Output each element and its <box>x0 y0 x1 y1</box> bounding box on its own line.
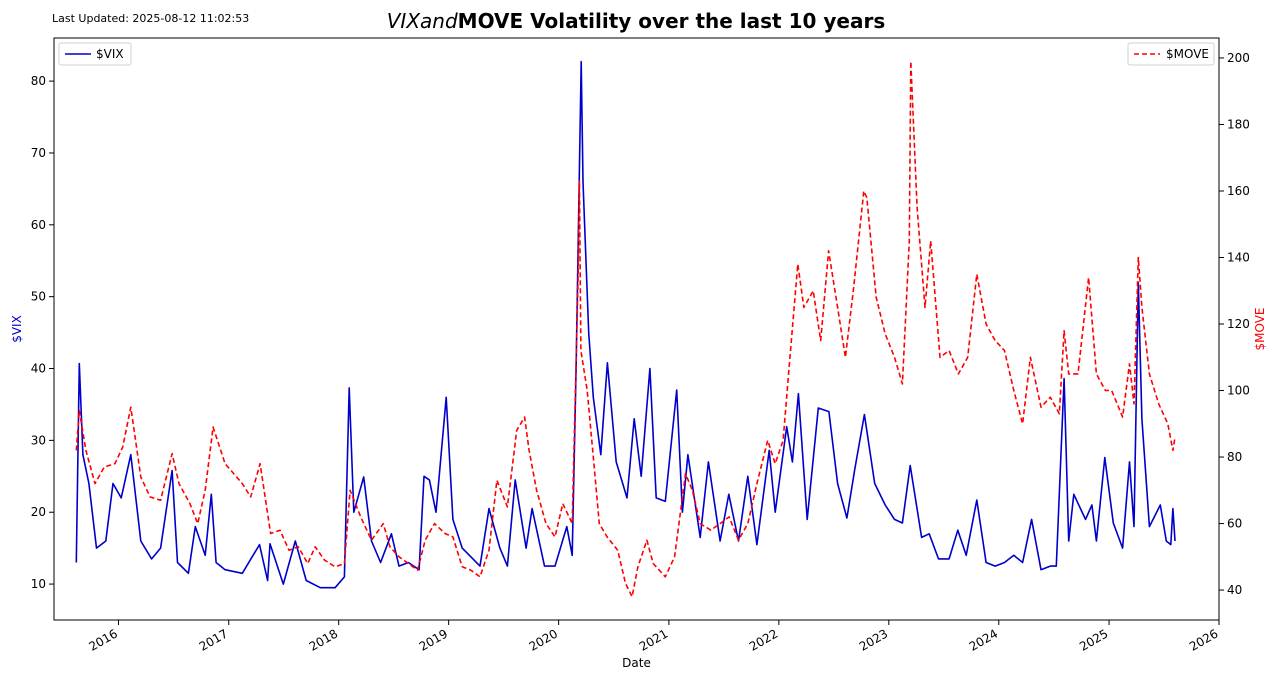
legend-vix: $VIX <box>58 42 132 66</box>
series-line-move <box>75 60 1176 598</box>
legend-move-box <box>1127 42 1215 66</box>
x-tick-label: 2022 <box>747 626 780 653</box>
y-left-tick-label: 50 <box>31 290 46 304</box>
legend-move-label: $MOVE <box>1166 47 1209 61</box>
y-left-tick-label: 70 <box>31 146 46 160</box>
y-right-tick-label: 80 <box>1227 450 1242 464</box>
x-tick-label: 2021 <box>637 626 670 653</box>
chart-title-italic: VIXand <box>386 9 458 33</box>
y-left-tick-label: 40 <box>31 362 46 376</box>
y-right-tick-label: 100 <box>1227 384 1250 398</box>
y-right-tick-label: 120 <box>1227 317 1250 331</box>
y-right-tick-label: 140 <box>1227 250 1250 264</box>
y-right-tick-label: 180 <box>1227 117 1250 131</box>
x-tick-label: 2016 <box>87 626 120 653</box>
y-left-tick-label: 30 <box>31 433 46 447</box>
chart-title-bold: MOVE Volatility over the last 10 years <box>457 9 886 33</box>
last-updated-text: Last Updated: 2025-08-12 11:02:53 <box>52 12 250 25</box>
legend-vix-box <box>58 42 132 66</box>
y-left-tick-label: 10 <box>31 577 46 591</box>
y-axis-label-left: $VIX <box>10 315 24 343</box>
chart-title: VIXandMOVE Volatility over the last 10 y… <box>0 9 1272 33</box>
x-tick-label: 2024 <box>967 626 1000 653</box>
y-left-tick-label: 80 <box>31 74 46 88</box>
series-layer <box>75 60 1176 598</box>
y-left-tick-label: 20 <box>31 505 46 519</box>
series-line-vix <box>75 60 1176 589</box>
x-tick-label: 2020 <box>527 626 560 653</box>
y-left-tick-label: 60 <box>31 218 46 232</box>
y-axis-right: 40 60 80 100 120 140 160 180 200 <box>1219 51 1250 597</box>
x-tick-label: 2023 <box>857 626 890 653</box>
plot-area-frame <box>53 37 1220 621</box>
y-right-tick-label: 160 <box>1227 184 1250 198</box>
x-axis-label: Date <box>622 656 651 670</box>
y-axis-left: 10 20 30 40 50 60 70 80 <box>31 74 54 591</box>
y-right-tick-label: 200 <box>1227 51 1250 65</box>
x-axis: 2016 2017 2018 2019 2020 2021 2022 2023 2024 2025… <box>87 620 1221 654</box>
x-tick-label: 2018 <box>307 626 340 653</box>
x-tick-label: 2019 <box>417 626 450 653</box>
y-axis-label-right: $MOVE <box>1253 307 1267 350</box>
legend-move: $MOVE <box>1127 42 1215 66</box>
x-tick-label: 2026 <box>1187 626 1220 653</box>
legend-vix-label: $VIX <box>96 47 124 61</box>
x-tick-label: 2025 <box>1077 626 1110 653</box>
y-right-tick-label: 40 <box>1227 583 1242 597</box>
x-tick-label: 2017 <box>197 626 230 653</box>
y-right-tick-label: 60 <box>1227 517 1242 531</box>
